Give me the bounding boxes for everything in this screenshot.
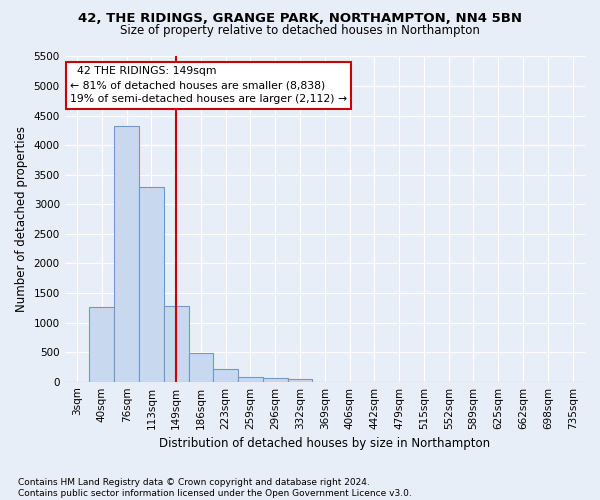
Bar — [139, 187, 164, 382]
Text: 42, THE RIDINGS, GRANGE PARK, NORTHAMPTON, NN4 5BN: 42, THE RIDINGS, GRANGE PARK, NORTHAMPTO… — [78, 12, 522, 26]
Text: Contains HM Land Registry data © Crown copyright and database right 2024.
Contai: Contains HM Land Registry data © Crown c… — [18, 478, 412, 498]
Text: Size of property relative to detached houses in Northampton: Size of property relative to detached ho… — [120, 24, 480, 37]
Bar — [214, 370, 238, 382]
Bar — [164, 306, 188, 382]
Bar — [263, 378, 287, 382]
Bar — [89, 307, 114, 382]
Bar — [238, 377, 263, 382]
Bar — [188, 354, 214, 382]
Bar — [114, 126, 139, 382]
Text: 42 THE RIDINGS: 149sqm  
← 81% of detached houses are smaller (8,838)
19% of sem: 42 THE RIDINGS: 149sqm ← 81% of detached… — [70, 66, 347, 104]
Bar — [287, 379, 313, 382]
X-axis label: Distribution of detached houses by size in Northampton: Distribution of detached houses by size … — [159, 437, 490, 450]
Y-axis label: Number of detached properties: Number of detached properties — [15, 126, 28, 312]
